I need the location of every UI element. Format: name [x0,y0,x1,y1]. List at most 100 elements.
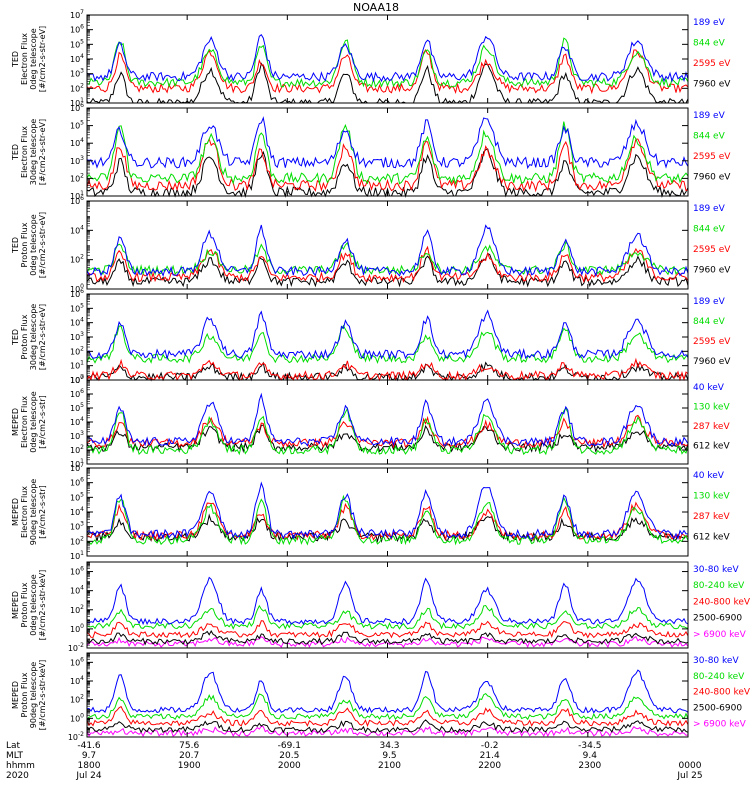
y-tick-label: 100 [70,374,84,385]
y-tick-label: 103 [70,155,84,166]
y-axis-title: [#/cm2-s-str] [38,485,47,538]
footer-value: 21.4 [480,751,500,761]
series-trace [86,501,689,542]
footer-value: 9.4 [583,751,598,761]
panel-6: 101 102 103 104 105 106 107 MEPED Electron Flux 9… [11,462,730,561]
legend-label: 2500-6900 [693,704,742,714]
series-trace [86,324,689,364]
series-trace [86,407,689,456]
legend-label: 7960 eV [693,79,731,89]
footer-value: -69.1 [278,741,301,751]
legend-label: 240-800 keV [693,688,750,698]
panel-3: 100 102 104 106 TED Proton Flux 0deg telescope… [11,195,731,294]
legend-label: 287 keV [693,512,730,522]
y-axis-title: TED [11,237,20,254]
footer-value: 20.7 [179,751,199,761]
legend-label: 844 eV [693,224,726,234]
y-axis-title: MEPED [11,408,20,436]
legend-label: 7960 eV [693,265,731,275]
y-axis-title: 0deg telescope [29,391,38,452]
footer-value: Jul 24 [75,771,101,781]
legend-label: 130 keV [693,403,730,413]
footer-row-label: 2020 [6,771,29,781]
legend-label: 189 eV [693,18,726,28]
y-tick-label: 106 [70,24,84,35]
footer-value: 0000 [679,761,702,771]
y-tick-label: 106 [70,388,84,399]
series-trace [86,392,689,447]
legend-label: 80-240 keV [693,672,745,682]
y-tick-label: 106 [70,566,84,577]
panel-8: 10-2 100 102 104 106 MEPED Proton Flux 90deg te… [11,652,750,742]
footer-value: 1900 [178,761,201,771]
y-axis-title: [#/cm2-s-str] [38,395,47,448]
y-tick-label: 105 [70,491,84,502]
legend-label: 40 keV [693,471,725,481]
footer-value: -0.2 [481,741,499,751]
series-trace [86,692,689,721]
y-tick-label: 104 [70,675,84,686]
y-axis-title: Electron Flux [20,33,29,85]
y-tick-label: 102 [70,694,84,705]
series-trace [86,121,689,186]
series-trace [86,494,689,546]
orbit-footer: Lat -41.6 75.6 -69.1 34.3 -0.2 -34.5 MLT 9.7 20.7… [6,741,703,781]
y-axis-title: 0deg telescope [29,574,38,635]
y-tick-label: 101 [70,550,84,561]
y-tick-label: 104 [70,317,84,328]
y-tick-label: 103 [70,68,84,79]
series-trace [86,669,689,714]
legend-label: 189 eV [693,297,726,307]
y-tick-label: 103 [70,331,84,342]
footer-value: 9.7 [82,751,96,761]
footer-value: 2300 [578,761,601,771]
y-tick-label: 100 [70,283,84,294]
y-axis-title: [#/cm2-s-str-eV] [38,212,47,278]
y-axis-title: 30deg telescope [29,119,38,186]
y-tick-label: 106 [70,477,84,488]
legend-label: 7960 eV [693,357,731,367]
legend-label: 844 eV [693,38,726,48]
y-tick-label: 104 [70,416,84,427]
legend-label: 612 keV [693,532,730,542]
y-tick-label: 102 [70,254,84,265]
legend-label: 40 keV [693,383,725,393]
series-trace [86,137,689,193]
series-trace [86,37,689,89]
legend-label: 2500-6900 [693,614,742,624]
footer-value: 75.6 [179,741,199,751]
footer-value: 2100 [378,761,401,771]
legend-label: 612 keV [693,442,730,452]
y-tick-label: 100 [70,712,84,723]
panel-5: 101 102 103 104 105 106 107 MEPED Electron Flux 0… [11,374,730,469]
y-tick-label: 101 [70,458,84,469]
y-tick-label: 104 [70,53,84,64]
figure-title: NOAA18 [353,1,399,14]
legend-label: > 6900 keV [693,630,747,640]
footer-value: 2000 [278,761,301,771]
panel-2: 101 102 103 104 105 106 TED Electron Flux 30deg … [11,102,731,201]
y-tick-label: 104 [70,585,84,596]
y-tick-label: 101 [70,190,84,201]
y-axis-title: TED [11,144,20,161]
series-trace [86,33,689,83]
y-axis-title: MEPED [11,498,20,526]
y-axis-title: TED [11,51,20,68]
series-trace [86,719,689,734]
footer-value: 2200 [478,761,501,771]
footer-value: 1800 [78,761,101,771]
footer-row-label: Lat [6,741,21,751]
y-tick-label: 103 [70,521,84,532]
legend-label: 2595 eV [693,59,731,69]
series-trace [86,224,689,278]
footer-value: -41.6 [77,741,101,751]
series-trace [86,309,689,361]
y-tick-label: 100 [70,623,84,634]
y-tick-label: 103 [70,430,84,441]
footer-value: 9.5 [382,751,396,761]
y-tick-label: 106 [70,288,84,299]
legend-label: 7960 eV [693,172,731,182]
legend-label: 189 eV [693,111,726,121]
y-tick-label: 102 [70,604,84,615]
legend-label: 130 keV [693,491,730,501]
